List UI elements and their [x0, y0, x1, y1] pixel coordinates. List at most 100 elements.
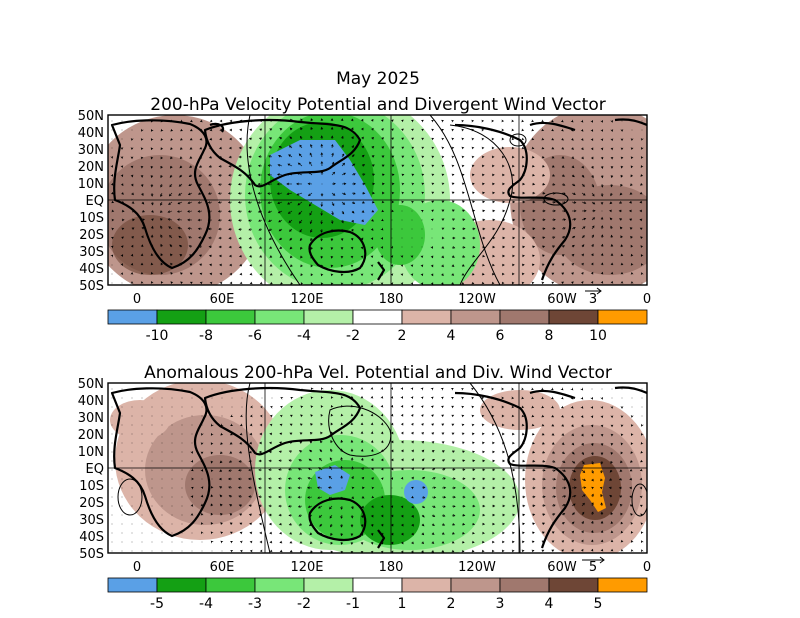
- svg-text:10S: 10S: [79, 479, 104, 494]
- svg-text:50S: 50S: [79, 547, 104, 562]
- panel-1: 200-hPa Velocity Potential and Divergent…: [78, 95, 651, 344]
- colorbar-swatch: [548, 577, 599, 593]
- colorbar-label: -3: [248, 596, 262, 612]
- svg-text:0: 0: [133, 560, 141, 575]
- panel-2-lon-labels: 0 60E 120E 180 120W 60W 0: [133, 560, 651, 575]
- colorbar-label: 10: [589, 328, 607, 344]
- svg-text:40S: 40S: [79, 530, 104, 545]
- svg-text:EQ: EQ: [86, 194, 104, 209]
- colorbar-label: 3: [496, 596, 505, 612]
- colorbar-label: -1: [346, 596, 360, 612]
- svg-text:40N: 40N: [78, 126, 104, 141]
- svg-text:120W: 120W: [458, 560, 496, 575]
- svg-text:10N: 10N: [78, 445, 104, 460]
- svg-text:0: 0: [643, 292, 651, 307]
- panel-1-lon-labels: 0 60E 120E 180 120W 60W 0: [133, 292, 651, 307]
- figure-title: May 2025: [336, 69, 420, 89]
- svg-text:40N: 40N: [78, 394, 104, 409]
- svg-text:60E: 60E: [210, 292, 235, 307]
- colorbar-label: -6: [248, 328, 262, 344]
- panel-1-title: 200-hPa Velocity Potential and Divergent…: [150, 95, 605, 115]
- svg-text:180: 180: [379, 560, 404, 575]
- colorbar-label: 6: [496, 328, 505, 344]
- svg-text:0: 0: [643, 560, 651, 575]
- svg-text:30N: 30N: [78, 143, 104, 158]
- panel-2-coastlines: [110, 386, 647, 549]
- colorbar-swatch: [107, 309, 158, 325]
- svg-text:50N: 50N: [78, 377, 104, 392]
- colorbar-label: -4: [199, 596, 213, 612]
- colorbar-swatch: [548, 309, 599, 325]
- svg-text:30S: 30S: [79, 513, 104, 528]
- svg-text:40S: 40S: [79, 262, 104, 277]
- panel-1-frame: [107, 114, 648, 286]
- panel-2-grid: [108, 383, 647, 553]
- colorbar-swatch: [107, 577, 158, 593]
- svg-text:0: 0: [133, 292, 141, 307]
- colorbar-swatch: [254, 309, 305, 325]
- colorbar-label: 1: [398, 596, 407, 612]
- colorbar-label: -4: [297, 328, 311, 344]
- colorbar-swatch: [499, 309, 550, 325]
- svg-text:20N: 20N: [78, 428, 104, 443]
- svg-text:120W: 120W: [458, 292, 496, 307]
- colorbar-label: 2: [447, 596, 456, 612]
- svg-text:10S: 10S: [79, 211, 104, 226]
- panel-2-frame: [107, 382, 648, 554]
- colorbar-swatch: [401, 577, 452, 593]
- colorbar-swatch: [352, 577, 403, 593]
- panel-2: Anomalous 200-hPa Vel. Potential and Div…: [78, 363, 651, 612]
- colorbar-swatch: [205, 577, 256, 593]
- colorbar-swatch: [352, 309, 403, 325]
- colorbar-label: -5: [150, 596, 164, 612]
- panel-2-reference-vector: 5: [582, 556, 605, 575]
- colorbar-label: 8: [545, 328, 554, 344]
- colorbar-swatch: [156, 577, 207, 593]
- colorbar-label: -10: [146, 328, 169, 344]
- svg-text:60E: 60E: [210, 560, 235, 575]
- svg-text:120E: 120E: [290, 292, 323, 307]
- svg-text:5: 5: [589, 560, 597, 575]
- colorbar-swatch: [450, 309, 501, 325]
- panel-1-wind-vectors: [110, 118, 644, 285]
- svg-text:50N: 50N: [78, 109, 104, 124]
- svg-text:EQ: EQ: [86, 462, 104, 477]
- colorbar-swatch: [401, 309, 452, 325]
- svg-text:30S: 30S: [79, 245, 104, 260]
- colorbar-swatch: [156, 309, 207, 325]
- colorbar-swatch: [597, 577, 648, 593]
- svg-text:60W: 60W: [547, 292, 577, 307]
- panel-2-colorbar: -5 -4 -3 -2 -1 1 2 3 4 5: [107, 577, 648, 612]
- svg-text:60W: 60W: [547, 560, 577, 575]
- colorbar-label: 5: [594, 596, 603, 612]
- colorbar-label: -8: [199, 328, 213, 344]
- colorbar-swatch: [303, 309, 354, 325]
- svg-text:20S: 20S: [79, 496, 104, 511]
- panel-2-lat-labels: 50N 40N 30N 20N 10N EQ 10S 20S 30S 40S 5…: [78, 377, 104, 562]
- colorbar-swatch: [499, 577, 550, 593]
- colorbar-label: -2: [346, 328, 360, 344]
- panel-1-colorbar: -10 -8 -6 -4 -2 2 4 6 8 10: [107, 309, 648, 344]
- svg-text:120E: 120E: [290, 560, 323, 575]
- colorbar-label: 4: [447, 328, 456, 344]
- panel-1-lat-labels: 50N 40N 30N 20N 10N EQ 10S 20S 30S 40S 5…: [78, 109, 104, 294]
- panel-2-wind-vectors: [111, 387, 644, 553]
- colorbar-swatch: [303, 577, 354, 593]
- colorbar-label: 4: [545, 596, 554, 612]
- svg-text:20N: 20N: [78, 160, 104, 175]
- colorbar-label: -2: [297, 596, 311, 612]
- colorbar-swatch: [205, 309, 256, 325]
- svg-text:180: 180: [379, 292, 404, 307]
- svg-text:3: 3: [589, 292, 597, 307]
- svg-text:30N: 30N: [78, 411, 104, 426]
- colorbar-swatch: [254, 577, 305, 593]
- panel-2-title: Anomalous 200-hPa Vel. Potential and Div…: [144, 363, 612, 383]
- panel-1-grid: [108, 115, 647, 285]
- svg-text:10N: 10N: [78, 177, 104, 192]
- panel-1-coastlines: [110, 118, 647, 281]
- panel-1-reference-vector: 3: [585, 287, 602, 307]
- colorbar-label: 2: [398, 328, 407, 344]
- svg-text:20S: 20S: [79, 228, 104, 243]
- svg-text:50S: 50S: [79, 279, 104, 294]
